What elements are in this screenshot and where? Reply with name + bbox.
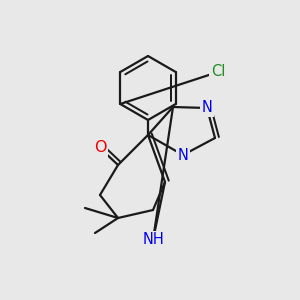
Text: N: N (178, 148, 188, 163)
Text: NH: NH (142, 232, 164, 247)
Text: O: O (94, 140, 106, 155)
Text: Cl: Cl (211, 64, 225, 80)
Text: N: N (202, 100, 212, 116)
